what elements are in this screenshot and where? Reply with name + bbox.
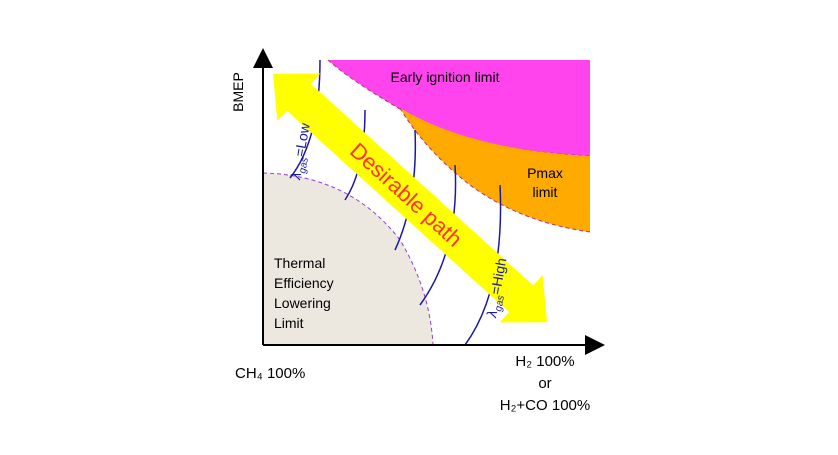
desirable-path-arrow (272, 73, 548, 323)
early-ignition-region (328, 60, 590, 156)
boundary (399, 107, 591, 233)
region-label: Pmax (527, 165, 563, 181)
region-label: limit (533, 184, 558, 200)
lambda-low: λgas=Low (287, 121, 317, 182)
thermal-region (263, 173, 433, 345)
x-right-label: H₂ 100% (515, 353, 574, 370)
pmax-region (400, 108, 590, 232)
x-left-label: CH₄ 100% (235, 365, 305, 382)
region-label: Early ignition limit (391, 69, 500, 85)
region-label: Lowering (274, 295, 331, 311)
region-label: Limit (274, 315, 304, 331)
y-label: BMEP (230, 72, 246, 112)
x-right-label: or (538, 375, 551, 392)
x-right-label: H₂+CO 100% (500, 397, 590, 414)
region-label: Efficiency (274, 275, 334, 291)
lambda-high: λgas=High (483, 257, 513, 321)
region-label: Thermal (274, 255, 325, 271)
